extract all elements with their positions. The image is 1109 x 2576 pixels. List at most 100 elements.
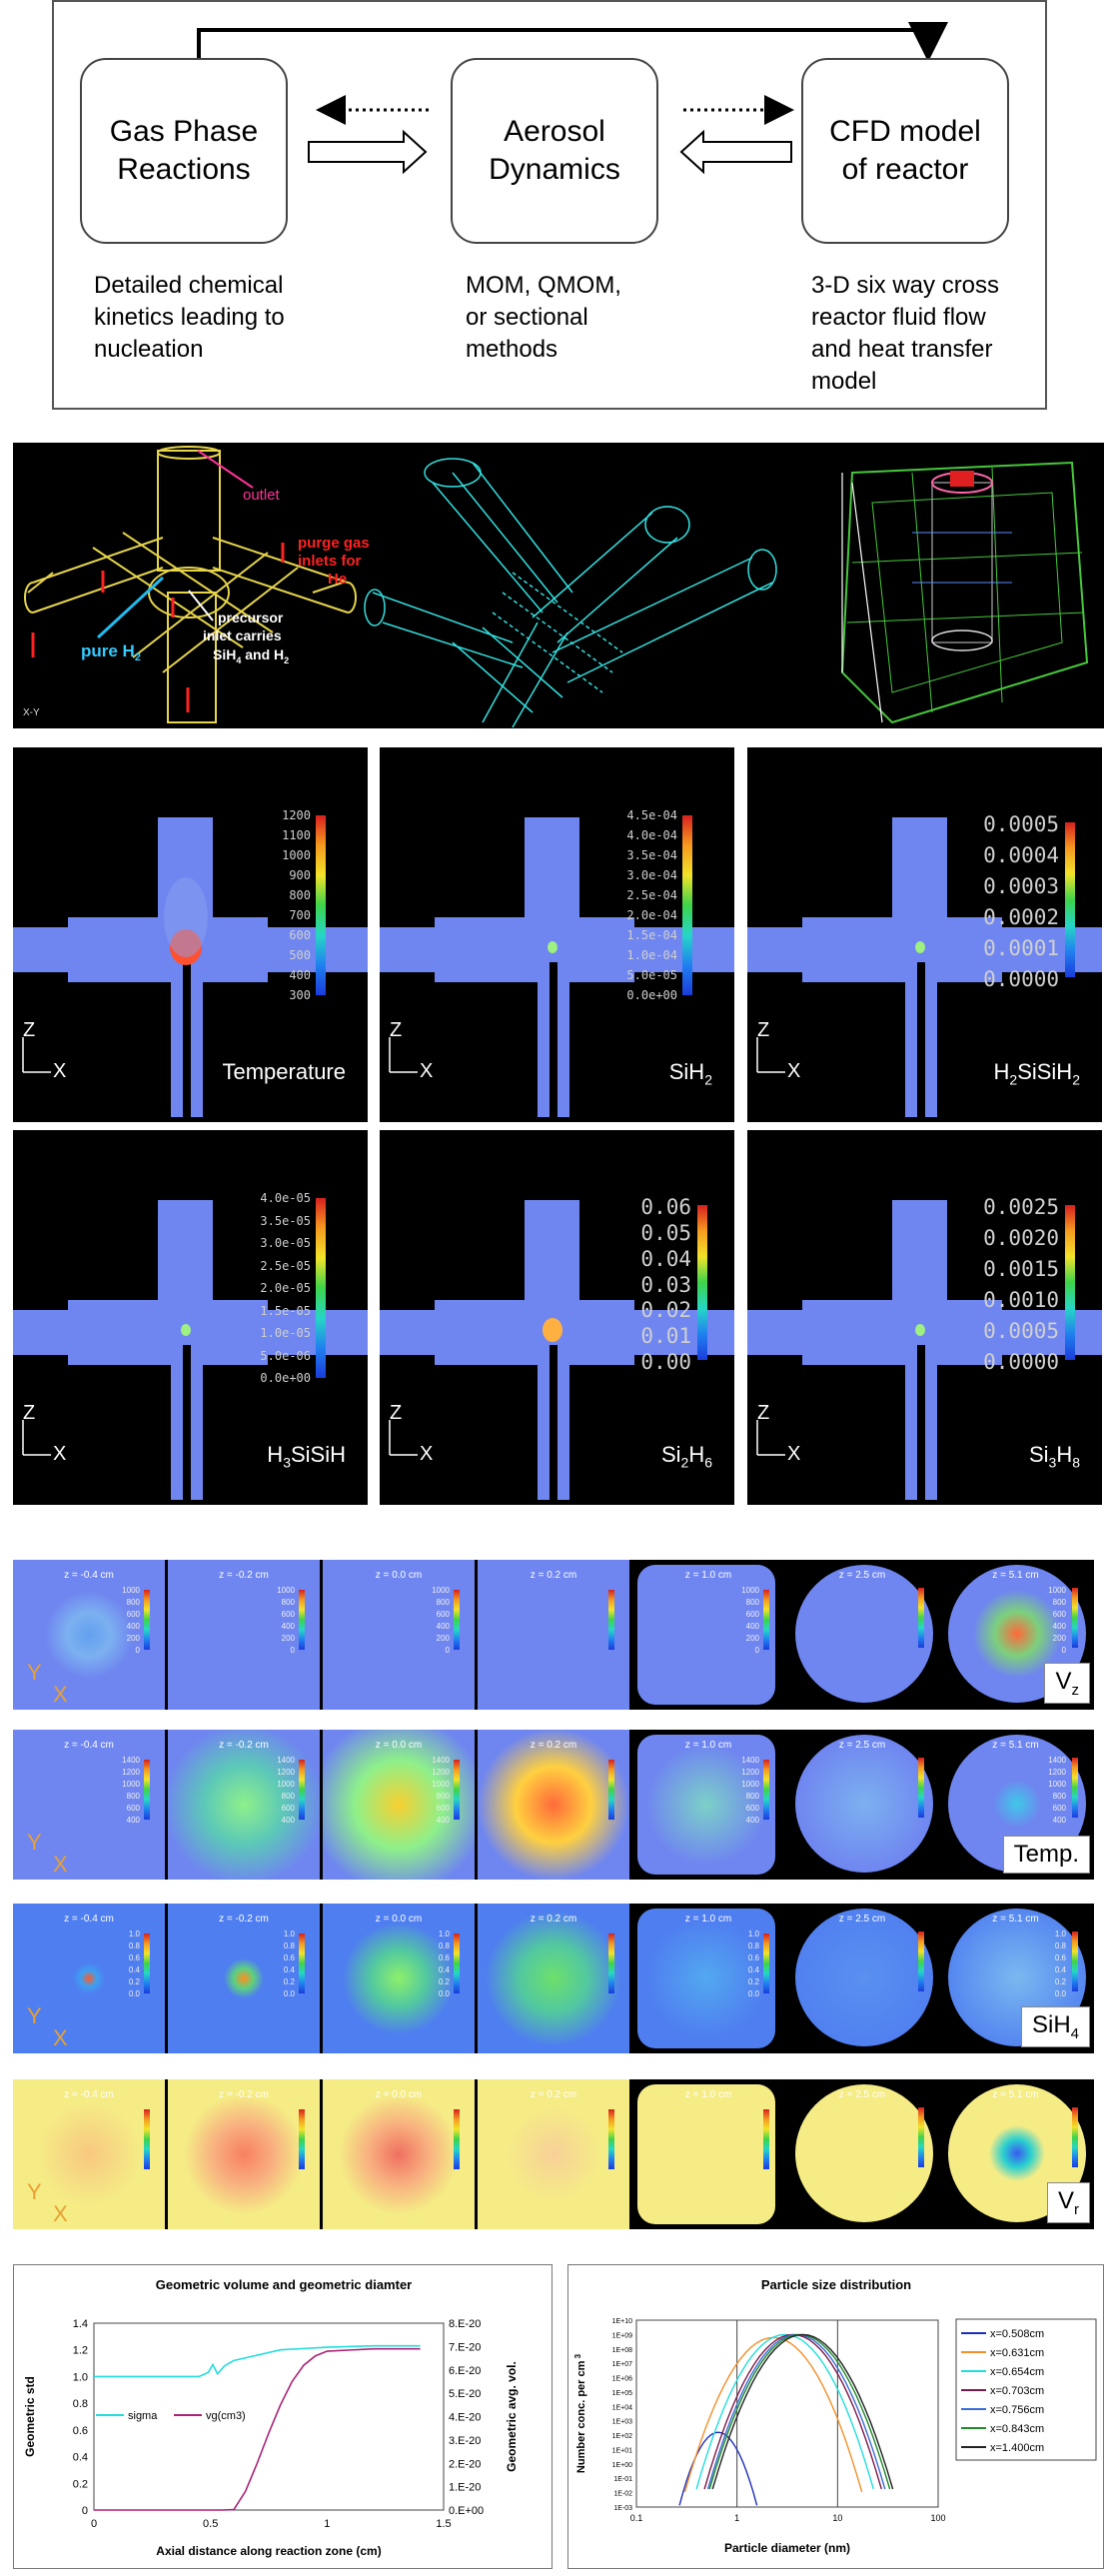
cross-part [557,967,569,1117]
scale-tick-label: 0.0015 [983,1257,1059,1281]
slice-scale-tick: 0.2 [747,1977,759,1986]
slice-scale-tick: 0 [135,1646,140,1655]
slice-scale-tick: 0.6 [1054,1953,1066,1962]
slice-scale-tick: 800 [281,1792,295,1801]
plot-area [635,2319,939,2508]
legend-label: x=0.631cm [990,2347,1044,2359]
slice-scale-tick: 800 [126,1792,140,1801]
slice-scale-tick: 0.0 [128,1989,140,1998]
scale-tick-label: 0.0003 [983,874,1059,898]
slice-domain [795,1909,933,2046]
slice-row-2: z = -0.4 cm 1.0 0.8 0.6 0.4 0.2 0.0 z = -0.2 cm… [13,1904,1094,2053]
x-axis-label: X [53,2201,68,2226]
series-line-2 [695,2333,874,2490]
slice-scale-bar [144,1590,150,1650]
slice-scale-tick: 1200 [741,1768,759,1777]
scale-tick-label: 0.01 [640,1324,691,1349]
series-line-6 [711,2333,894,2490]
reactor-cross-section [380,1200,734,1505]
scale-tick-label: 0.0000 [983,1350,1059,1374]
slice-row-label: Temp. [1002,1836,1090,1874]
slice-cell: z = -0.4 cm [13,2079,165,2229]
z-axis-label: Z [390,1019,403,1041]
slice-scale-tick: 0.4 [1054,1965,1066,1974]
plot-area [93,2322,445,2511]
slice-cell: z = 0.2 cm [478,1730,629,1880]
flow-arrows [197,22,948,175]
series-line-4 [706,2333,886,2490]
slice-scale-bar [763,1760,769,1820]
slice-row-label: SiH4 [1020,2006,1090,2047]
scale-tick-label: 0.0000 [983,967,1059,991]
slice-domain [13,1560,165,1710]
slice-scale-tick: 0.2 [128,1977,140,1986]
cross-part [538,1350,550,1500]
chart-title: Particle size distribution [761,2277,911,2292]
scale-tick-label: 0.0005 [983,812,1059,836]
slice-scale-tick: 400 [281,1816,295,1825]
y-tick-label: 0.8 [73,2398,88,2410]
slice-cell: z = 2.5 cm [787,1904,937,2053]
slice-scale-tick: 0.8 [283,1941,295,1950]
slice-row-0: z = -0.4 cm 1000 800 600 400 200 0 z = -0.2 cm 1… [13,1560,1094,1710]
y2-tick-label: 0.E+00 [449,2505,484,2517]
axis-triad [756,1420,785,1456]
chart-geometric-volume-svg: Geometric volume and geometric diamter00… [23,2277,519,2558]
slice-scale-tick: 1400 [122,1756,140,1765]
x-axis-title: Particle diameter (nm) [724,2541,850,2555]
slice-z-label: z = -0.2 cm [219,2089,269,2100]
cross-part [905,1350,917,1500]
slice-scale-bar [918,1758,924,1818]
y2-tick-label: 6.E-20 [449,2365,481,2377]
y-tick-label: 1E+04 [612,2404,633,2411]
axis-triad [389,1420,418,1456]
y-axis-label: Y [27,2003,42,2028]
chart-title: Geometric volume and geometric diamter [156,2277,412,2292]
y-axis-title: Number conc. per cm 3 [573,2353,587,2473]
scale-tick-label: 0.0010 [983,1288,1059,1312]
slice-scale-tick: 400 [745,1622,759,1631]
x-axis-label: X [53,2025,68,2050]
scale-tick-label: 5.0e-06 [260,1348,311,1363]
y-tick-label: 1E+08 [612,2347,633,2354]
reaction-hot-spot [915,941,925,953]
slice-scale-tick: 800 [1052,1598,1066,1607]
slice-cell: z = 0.2 cm [478,2079,629,2229]
scale-tick-label: 4.0e-04 [626,828,677,842]
slice-domain [323,1904,475,2053]
slice-z-label: z = 5.1 cm [992,2089,1039,2100]
slice-domain [478,2079,629,2229]
chart-geometric-volume: Geometric volume and geometric diamter 0 0… [13,2264,553,2569]
z-axis-label: Z [23,1402,36,1424]
species-caption: Temperature [222,1059,346,1084]
slice-scale-tick: 0.8 [128,1941,140,1950]
species-caption: Si2H6 [660,1442,712,1471]
slice-z-label: z = 2.5 cm [838,2089,886,2100]
slice-domain [795,2084,933,2222]
scale-tick-label: 0.0001 [983,936,1059,960]
slice-domain [795,1735,933,1873]
y-axis-label: Y [27,2179,42,2204]
cross-part [905,967,917,1117]
scale-tick-label: 800 [289,888,311,902]
slice-domain [323,1730,475,1880]
slice-scale-tick: 600 [1052,1804,1066,1813]
slice-scale-tick: 0.2 [1054,1977,1066,1986]
chart-particle-size-svg: Particle size distribution 1E+10 1E+09 1E+0… [573,2277,1097,2555]
scale-tick-label: 1000 [282,848,311,862]
reactor-cross-section [13,817,368,1122]
precursor-label-1: precursor [218,610,284,626]
slice-scale-tick: 1400 [741,1756,759,1765]
slice-scale-tick: 0.6 [438,1953,450,1962]
slice-scale-tick: 400 [436,1816,450,1825]
y-tick-label: 0.6 [73,2425,88,2437]
series-line-1 [683,2336,863,2493]
reaction-hot-spot [548,941,557,953]
slice-z-label: z = 0.0 cm [375,1570,423,1581]
y-axis-label: Y [27,1830,42,1855]
slice-scale-tick: 1000 [1048,1586,1066,1595]
slice-domain [795,1565,933,1703]
scale-tick-label: 1.5e-04 [626,928,677,942]
slice-scale-bar [454,1760,460,1820]
cross-part [892,817,947,982]
